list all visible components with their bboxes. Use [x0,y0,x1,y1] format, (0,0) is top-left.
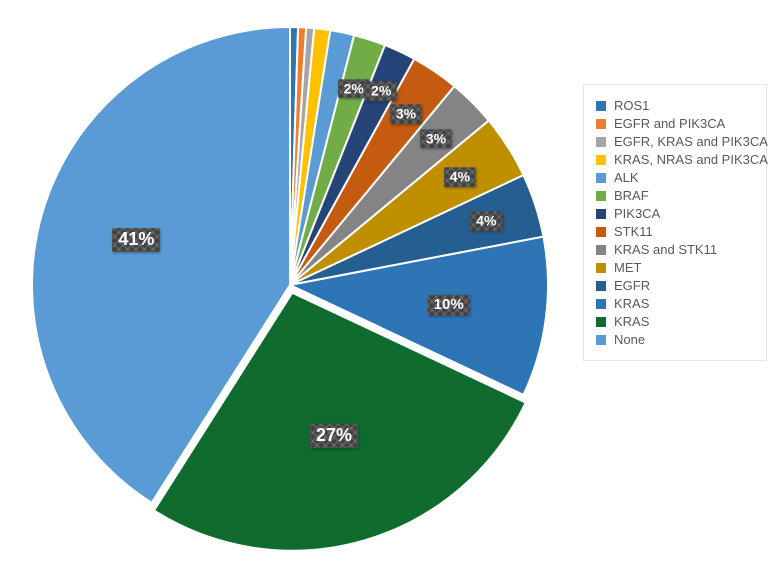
legend-swatch [596,155,606,165]
data-label: 3% [420,129,452,148]
legend-label: KRAS, NRAS and PIK3CA [614,152,768,167]
legend-label: BRAF [614,188,649,203]
chart-stage: 2%2%3%3%4%4%10%27%41% ROS1EGFR and PIK3C… [0,0,773,561]
legend-item: EGFR, KRAS and PIK3CA [596,134,752,149]
legend-item: KRAS, NRAS and PIK3CA [596,152,752,167]
data-label: 27% [310,424,358,448]
legend-item: STK11 [596,224,752,239]
legend-swatch [596,281,606,291]
legend-item: None [596,332,752,347]
legend-label: None [614,332,645,347]
data-label: 3% [390,105,422,124]
legend-label: KRAS and STK11 [614,242,717,257]
legend-item: ROS1 [596,98,752,113]
legend-label: PIK3CA [614,206,660,221]
data-label: 10% [428,295,470,316]
legend-item: KRAS [596,296,752,311]
legend-swatch [596,245,606,255]
legend-swatch [596,335,606,345]
legend-swatch [596,317,606,327]
legend-label: EGFR and PIK3CA [614,116,725,131]
legend-swatch [596,191,606,201]
legend-label: STK11 [614,224,653,239]
legend-item: EGFR [596,278,752,293]
legend-swatch [596,263,606,273]
data-label: 4% [470,212,502,231]
data-label: 2% [365,82,397,101]
legend-swatch [596,299,606,309]
legend-label: EGFR, KRAS and PIK3CA [614,134,768,149]
legend-swatch [596,173,606,183]
legend-item: PIK3CA [596,206,752,221]
legend-swatch [596,119,606,129]
legend-item: KRAS [596,314,752,329]
legend-label: ROS1 [614,98,649,113]
legend-item: EGFR and PIK3CA [596,116,752,131]
legend-swatch [596,101,606,111]
legend-item: BRAF [596,188,752,203]
legend-item: ALK [596,170,752,185]
legend-label: EGFR [614,278,650,293]
data-label: 41% [112,228,160,252]
legend-swatch [596,209,606,219]
legend-label: KRAS [614,296,649,311]
legend-swatch [596,137,606,147]
legend-label: KRAS [614,314,649,329]
data-label: 4% [444,167,476,186]
legend-item: KRAS and STK11 [596,242,752,257]
legend: ROS1 EGFR and PIK3CA EGFR, KRAS and PIK3CA… [583,84,767,361]
legend-label: ALK [614,170,639,185]
legend-swatch [596,227,606,237]
legend-label: MET [614,260,641,275]
legend-item: MET [596,260,752,275]
